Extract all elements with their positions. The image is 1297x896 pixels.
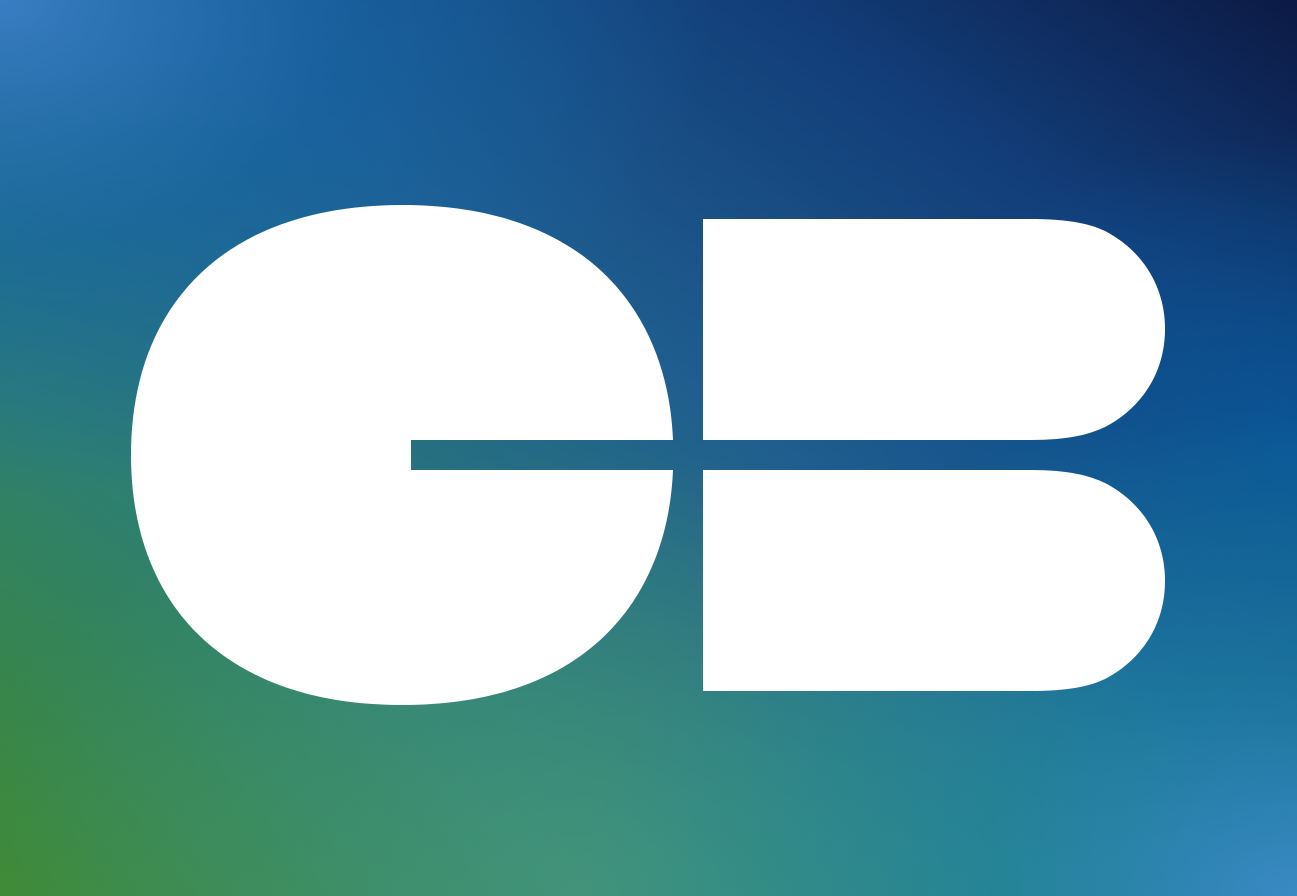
cb-logo-b-lower-shape — [703, 470, 1165, 691]
cb-logo-b-upper-shape — [703, 219, 1165, 440]
cb-logo-c-shape — [131, 205, 673, 705]
